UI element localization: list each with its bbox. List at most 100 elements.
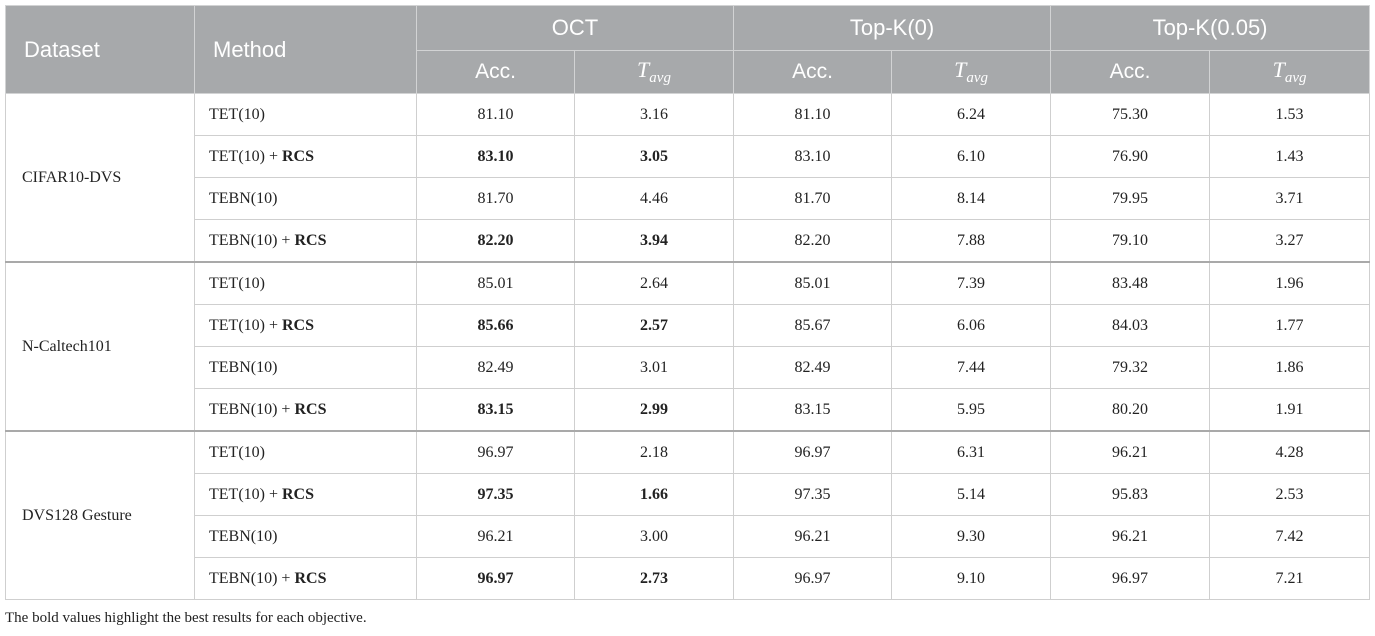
header-group-topk005: Top-K(0.05) [1050, 5, 1371, 51]
table-row: DVS128 Gesture TET(10) 96.97 2.18 96.97 6.31 9… [5, 430, 1371, 600]
acc-value-cell: 83.15 [733, 388, 893, 432]
tavg-value-cell: 7.21 [1209, 557, 1371, 600]
table-row: TEBN(10) 82.49 3.01 82.49 7.44 79.32 1.86 [6, 346, 1371, 389]
table-row: TEBN(10) 96.21 3.00 96.21 9.30 96.21 7.42 [6, 515, 1371, 558]
acc-value-cell: 83.10 [733, 135, 893, 178]
method-cell: TEBN(10) + RCS [194, 388, 417, 432]
acc-value-cell: 81.10 [733, 93, 893, 136]
tavg-value-cell: 1.91 [1209, 388, 1371, 432]
tavg-value-cell: 5.95 [891, 388, 1052, 432]
tavg-value-cell: 7.42 [1209, 515, 1371, 558]
method-suffix: RCS [294, 400, 327, 418]
acc-value-cell: 96.97 [1050, 557, 1211, 600]
acc-value-cell: 96.97 [733, 430, 893, 474]
acc-value-cell: 81.10 [416, 93, 575, 136]
method-suffix: RCS [282, 485, 315, 503]
acc-value-cell: 85.01 [416, 261, 575, 305]
header-tavg: Tavg [891, 50, 1052, 94]
header-group-topk0: Top-K(0) [733, 5, 1052, 51]
tavg-value-cell: 2.99 [573, 388, 735, 432]
tavg-value-cell: 7.88 [891, 219, 1052, 263]
tavg-value-cell: 2.73 [573, 557, 735, 600]
acc-value-cell: 82.49 [416, 346, 575, 389]
tavg-value-cell: 9.10 [891, 557, 1052, 600]
table-row: TET(10) + RCS 97.35 1.66 97.35 5.14 95.83 2.53 [6, 473, 1371, 516]
method-name: TET(10) [209, 105, 265, 123]
method-name: TET(10) [209, 274, 265, 292]
method-name: TET(10) + [209, 147, 282, 165]
tavg-value-cell: 3.00 [573, 515, 735, 558]
tavg-value-cell: 6.31 [891, 430, 1052, 474]
tavg-value-cell: 3.27 [1209, 219, 1371, 263]
method-name: TEBN(10) [209, 527, 278, 545]
header-acc: Acc. [416, 50, 575, 94]
table-row: TEBN(10) + RCS 96.97 2.73 96.97 9.10 96.97 7.2… [6, 557, 1371, 600]
method-cell: TEBN(10) + RCS [194, 219, 417, 263]
acc-value-cell: 83.10 [416, 135, 575, 178]
tavg-value-cell: 3.71 [1209, 177, 1371, 220]
tavg-value-cell: 2.57 [573, 304, 735, 347]
method-name: TET(10) + [209, 316, 282, 334]
header-tavg: Tavg [573, 50, 735, 94]
method-name: TEBN(10) + [209, 400, 295, 418]
acc-value-cell: 81.70 [416, 177, 575, 220]
tavg-value-cell: 2.64 [573, 261, 735, 305]
method-cell: TEBN(10) [194, 346, 417, 389]
tavg-value-cell: 3.01 [573, 346, 735, 389]
acc-value-cell: 81.70 [733, 177, 893, 220]
acc-value-cell: 82.20 [416, 219, 575, 263]
acc-value-cell: 79.10 [1050, 219, 1211, 263]
method-name: TET(10) [209, 443, 265, 461]
acc-value-cell: 96.97 [416, 557, 575, 600]
method-name: TEBN(10) [209, 358, 278, 376]
tavg-value-cell: 1.77 [1209, 304, 1371, 347]
header-group-oct: OCT [415, 5, 735, 51]
table-row: TEBN(10) + RCS 83.15 2.99 83.15 5.95 80.20 1.9… [6, 388, 1371, 432]
acc-value-cell: 96.97 [733, 557, 893, 600]
acc-value-cell: 79.95 [1050, 177, 1211, 220]
tavg-value-cell: 2.18 [573, 430, 735, 474]
method-name: TEBN(10) [209, 189, 278, 207]
tavg-value-cell: 3.05 [573, 135, 735, 178]
table-body: CIFAR10-DVS TET(10) 81.10 3.16 81.10 6.24 75.3… [5, 93, 1371, 600]
table-row: TEBN(10) 81.70 4.46 81.70 8.14 79.95 3.71 [6, 177, 1371, 220]
tavg-value-cell: 4.28 [1209, 430, 1371, 474]
tavg-value-cell: 1.66 [573, 473, 735, 516]
acc-value-cell: 84.03 [1050, 304, 1211, 347]
tavg-value-cell: 5.14 [891, 473, 1052, 516]
tavg-value-cell: 8.14 [891, 177, 1052, 220]
header-acc: Acc. [733, 50, 893, 94]
method-cell: TEBN(10) [194, 177, 417, 220]
acc-value-cell: 97.35 [733, 473, 893, 516]
table-row: TEBN(10) + RCS 82.20 3.94 82.20 7.88 79.10 3.2… [6, 219, 1371, 263]
acc-value-cell: 75.30 [1050, 93, 1211, 136]
method-suffix: RCS [294, 569, 327, 587]
header-tavg: Tavg [1209, 50, 1371, 94]
tavg-value-cell: 2.53 [1209, 473, 1371, 516]
acc-value-cell: 97.35 [416, 473, 575, 516]
tavg-value-cell: 1.86 [1209, 346, 1371, 389]
acc-value-cell: 85.66 [416, 304, 575, 347]
method-cell: TET(10) [194, 93, 417, 136]
acc-value-cell: 96.21 [733, 515, 893, 558]
dataset-cell: DVS128 Gesture [5, 430, 195, 600]
table-row: TET(10) + RCS 83.10 3.05 83.10 6.10 76.90 1.43 [6, 135, 1371, 178]
method-cell: TET(10) + RCS [194, 473, 417, 516]
method-cell: TET(10) + RCS [194, 304, 417, 347]
acc-value-cell: 79.32 [1050, 346, 1211, 389]
acc-value-cell: 96.21 [1050, 430, 1211, 474]
acc-value-cell: 96.97 [416, 430, 575, 474]
method-suffix: RCS [294, 231, 327, 249]
method-suffix: RCS [282, 147, 315, 165]
results-table: Dataset Method OCT Top-K(0) Top-K(0.05) … [5, 5, 1371, 600]
tavg-value-cell: 3.16 [573, 93, 735, 136]
tavg-value-cell: 7.39 [891, 261, 1052, 305]
tavg-value-cell: 4.46 [573, 177, 735, 220]
dataset-cell: CIFAR10-DVS [5, 93, 195, 263]
method-suffix: RCS [282, 316, 315, 334]
acc-value-cell: 85.67 [733, 304, 893, 347]
tavg-value-cell: 1.53 [1209, 93, 1371, 136]
tavg-value-cell: 9.30 [891, 515, 1052, 558]
table-header: Dataset Method OCT Top-K(0) Top-K(0.05) … [5, 5, 1371, 94]
table-row: N-Caltech101 TET(10) 85.01 2.64 85.01 7.39 83.… [5, 261, 1371, 432]
